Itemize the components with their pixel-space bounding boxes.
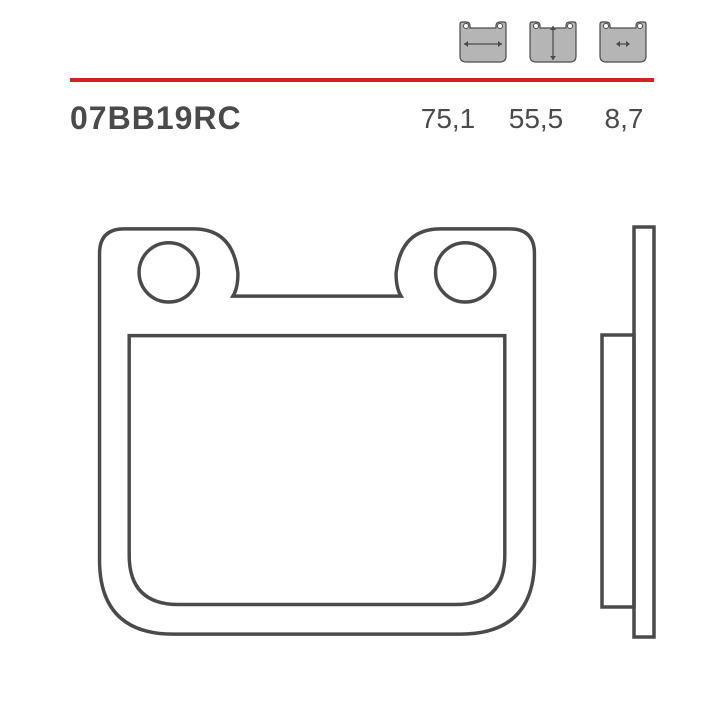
height-value: 55,5	[506, 103, 566, 135]
width-icon	[452, 20, 514, 65]
technical-drawings	[60, 190, 664, 674]
thickness-value: 8,7	[594, 103, 654, 135]
spec-row: 07BB19RC 75,1 55,5 8,7	[70, 100, 654, 137]
brake-pad-front-view	[60, 219, 574, 644]
dimensions-group: 75,1 55,5 8,7	[418, 103, 654, 135]
divider-line	[70, 78, 654, 82]
header-icons-row	[452, 20, 654, 65]
height-icon	[522, 20, 584, 65]
width-value: 75,1	[418, 103, 478, 135]
thickness-icon	[592, 20, 654, 65]
product-code: 07BB19RC	[70, 100, 242, 137]
brake-pad-side-view	[594, 190, 664, 674]
